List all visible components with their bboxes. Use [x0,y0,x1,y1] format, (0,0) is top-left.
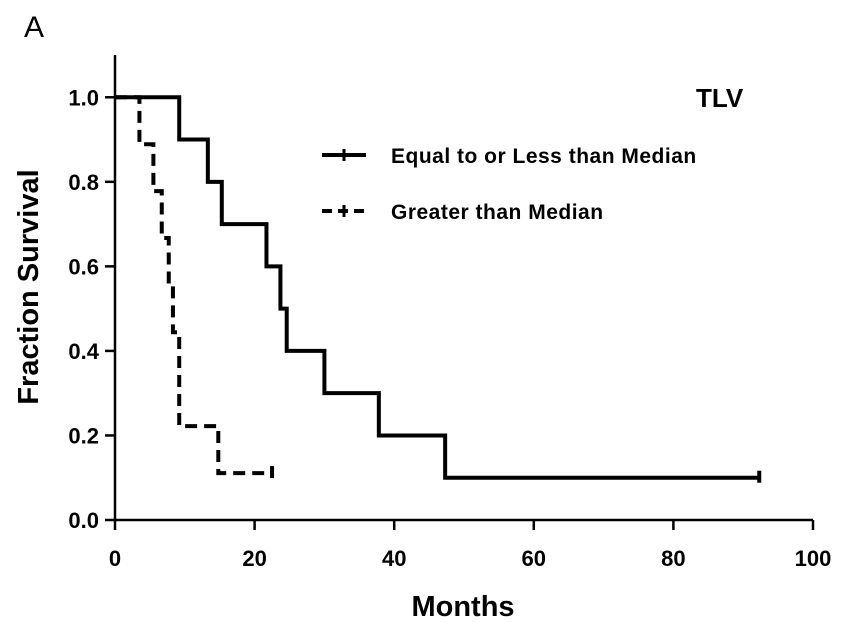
series-dashed-line [115,95,273,476]
panel-label: A [24,11,44,44]
x-tick-label: 60 [522,546,546,571]
legend-entry-solid: Equal to or Less than Median [322,145,697,168]
y-tick-label: 0.2 [68,423,99,448]
x-tick-label: 20 [242,546,266,571]
y-axis-title: Fraction Survival [13,169,45,404]
x-tick-label: 0 [109,546,121,571]
y-tick-label: 0.8 [68,170,99,195]
x-ticks: 0 20 40 60 80 100 [109,520,831,571]
series-solid-line [115,95,760,480]
legend-title: TLV [696,83,744,113]
series-layer [115,95,762,483]
x-axis-title: Months [411,591,514,622]
x-tick-label: 80 [661,546,685,571]
x-tick-label: 40 [382,546,406,571]
y-ticks: 0.0 0.2 0.4 0.6 0.8 1.0 [68,85,115,533]
y-tick-label: 0.6 [68,254,99,279]
x-tick-label: 100 [795,546,832,571]
y-tick-label: 1.0 [68,85,99,110]
y-tick-label: 0.4 [68,339,99,364]
y-tick-label: 0.0 [68,508,99,533]
legend-label-solid: Equal to or Less than Median [391,145,697,168]
legend-entry-dashed: Greater than Median [322,201,604,224]
legend: TLV Equal to or Less than Median Greater… [322,83,744,224]
plot-area: 0.0 0.2 0.4 0.6 0.8 1.0 0 20 40 60 80 100 [68,55,831,571]
legend-label-dashed: Greater than Median [391,201,604,224]
